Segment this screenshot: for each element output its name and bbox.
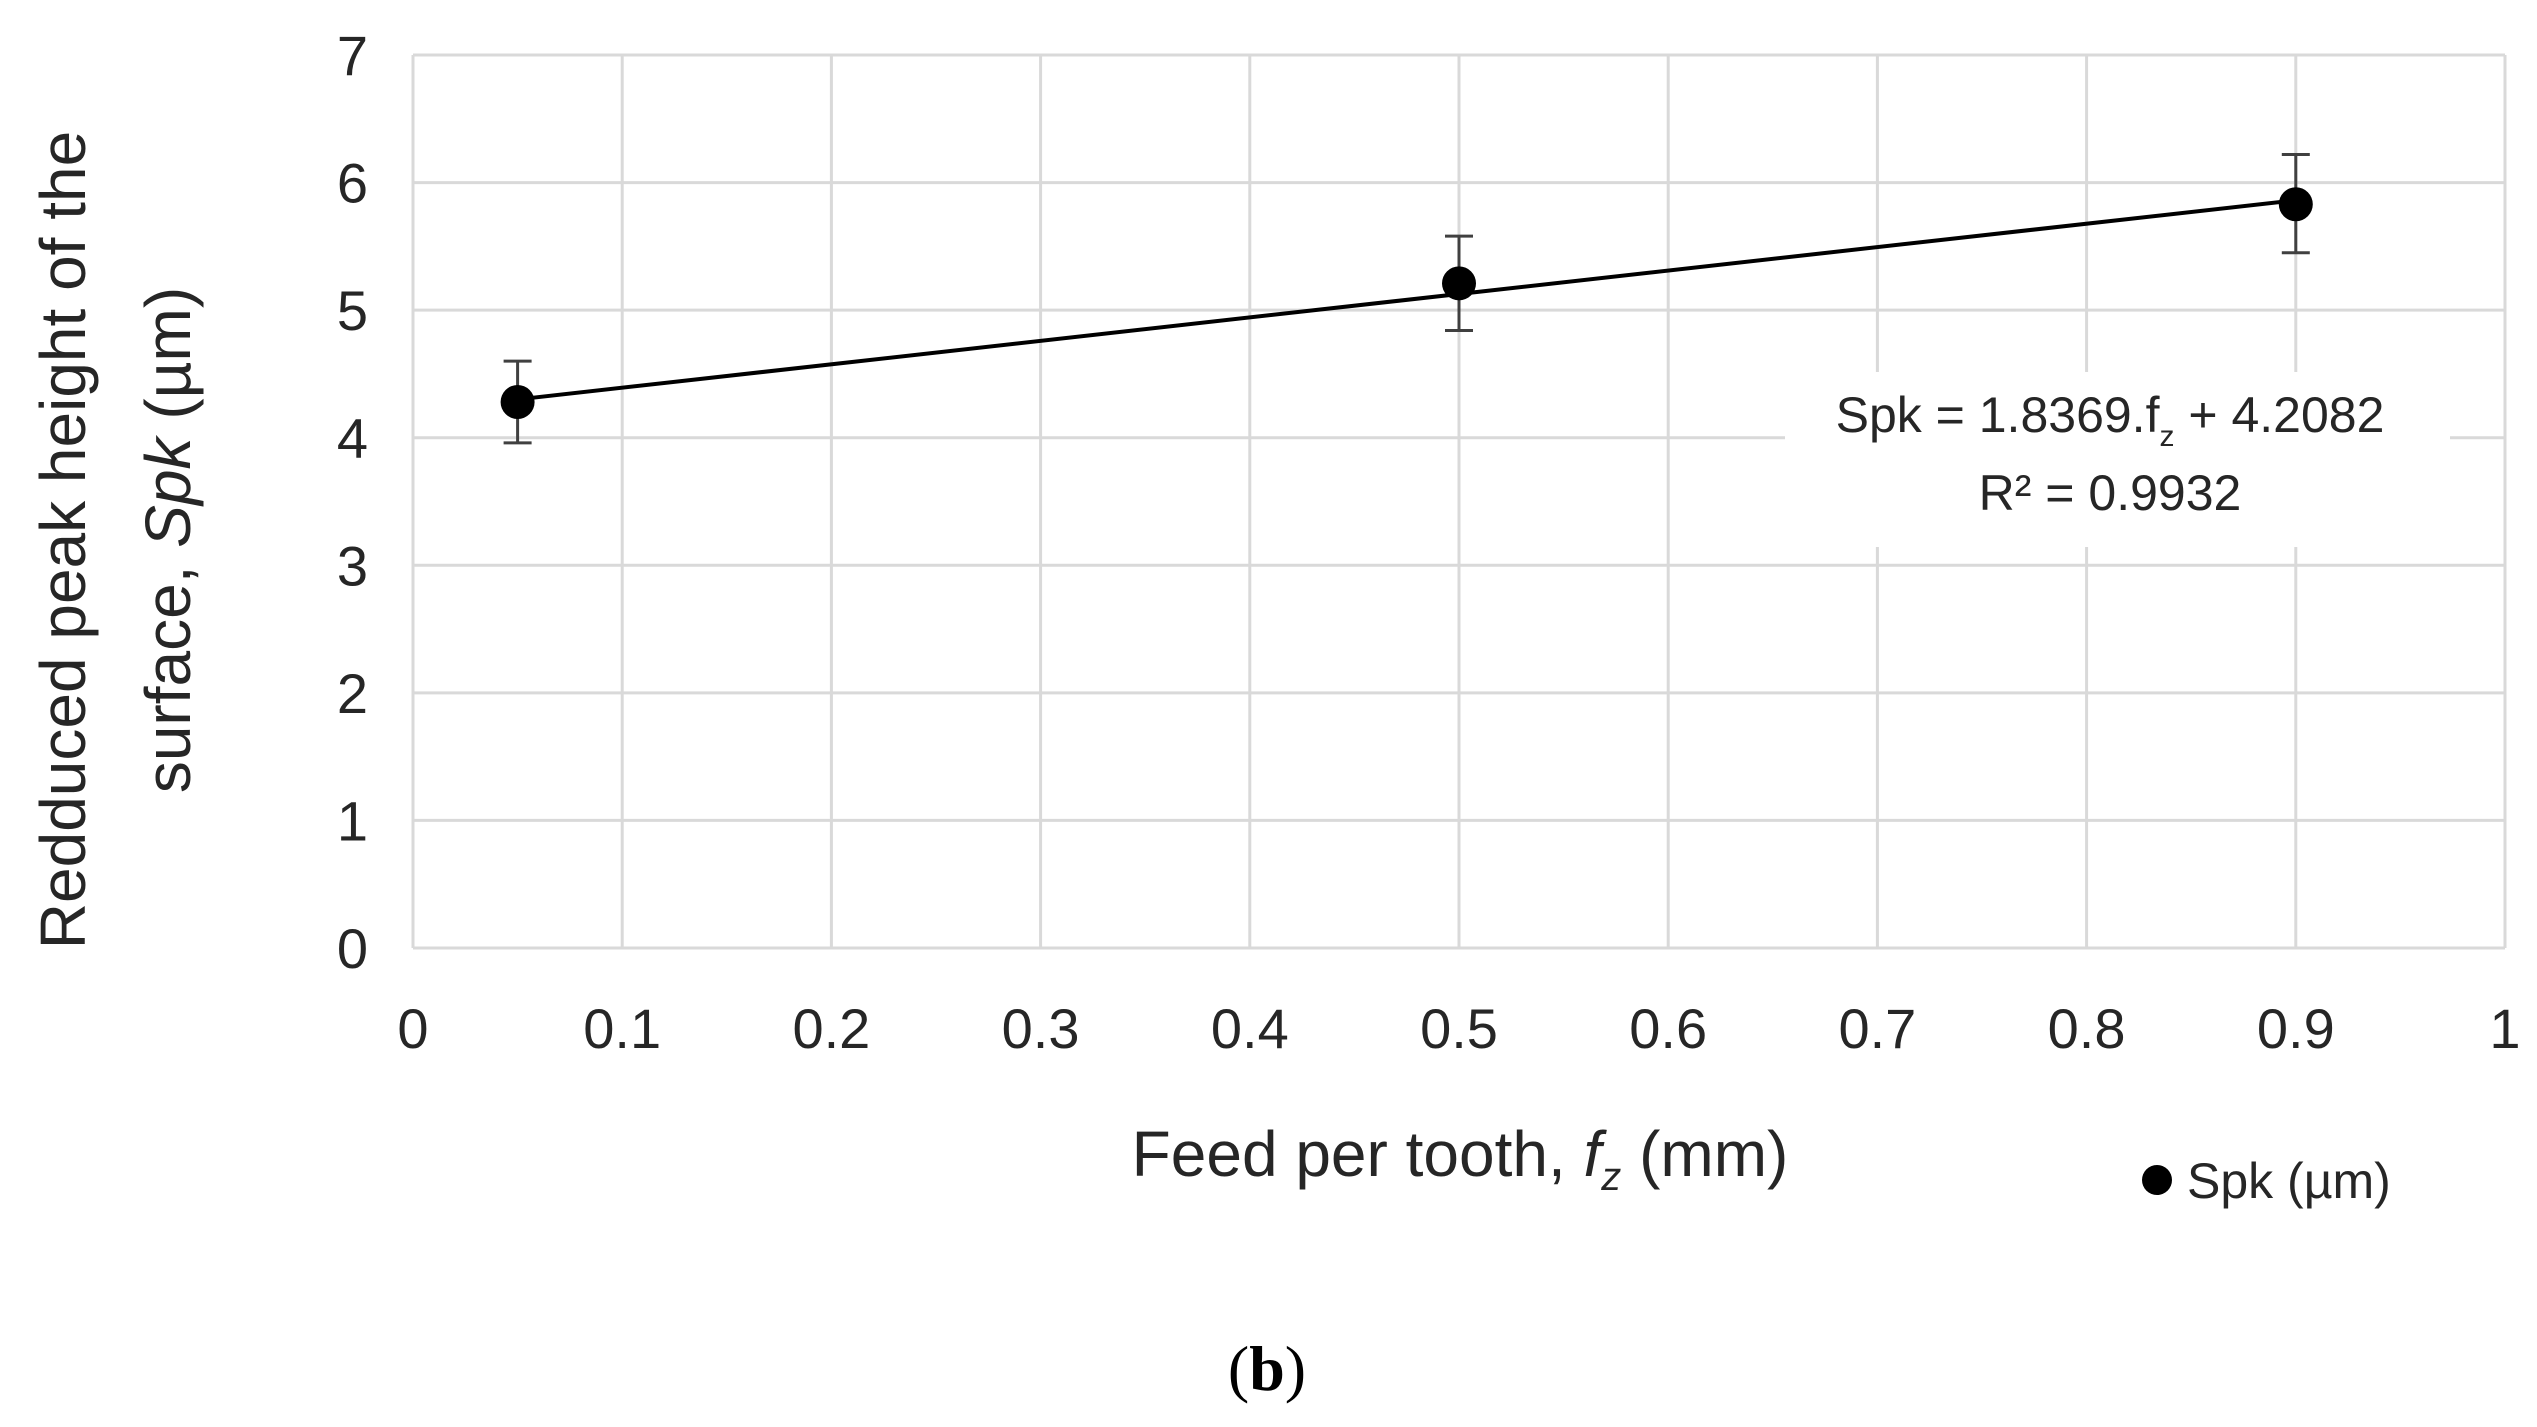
figure-caption: (b) (1228, 1333, 1306, 1404)
x-tick-label: 0.7 (1838, 997, 1916, 1060)
equation-background (1785, 372, 2450, 547)
data-point (2278, 187, 2313, 222)
legend-label: Spk (µm) (2187, 1153, 2391, 1209)
y-tick-label: 1 (337, 789, 368, 852)
y-tick-label: 4 (337, 407, 368, 470)
y-axis-tick-labels: 0 1 2 3 4 5 6 7 (337, 24, 368, 980)
y-tick-label: 0 (337, 917, 368, 980)
data-point (1442, 266, 1476, 301)
y-tick-label: 2 (337, 662, 368, 725)
x-tick-label: 0.4 (1211, 997, 1289, 1060)
trendline (517, 198, 2297, 402)
x-tick-label: 0.1 (583, 997, 661, 1060)
data-points (500, 187, 2313, 419)
legend-marker (2142, 1165, 2172, 1195)
y-axis-title-line-1: Redduced peak height of the (27, 131, 99, 949)
x-tick-label: 0.5 (1420, 997, 1498, 1060)
x-tick-label: 0.3 (1002, 997, 1080, 1060)
x-axis-title: Feed per tooth, fz (mm) (1132, 1118, 1789, 1199)
data-point (500, 384, 535, 419)
x-tick-label: 0.2 (792, 997, 870, 1060)
y-axis-title-line-2: surface, Spk (µm) (132, 287, 204, 793)
x-tick-label: 0 (397, 997, 428, 1060)
trendline-r-squared: R² = 0.9932 (1979, 465, 2242, 521)
x-tick-label: 0.8 (2048, 997, 2126, 1060)
y-tick-label: 5 (337, 279, 368, 342)
y-tick-label: 6 (337, 152, 368, 215)
x-tick-label: 0.6 (1629, 997, 1707, 1060)
trendline-group (517, 198, 2297, 402)
x-tick-label: 1 (2489, 997, 2520, 1060)
x-tick-label: 0.9 (2257, 997, 2335, 1060)
y-tick-label: 3 (337, 534, 368, 597)
x-axis-tick-labels: 0 0.1 0.2 0.3 0.4 0.5 0.6 0.7 0.8 0.9 1 (397, 997, 2520, 1060)
y-tick-label: 7 (337, 24, 368, 87)
trendline-equation: Spk = 1.8369.fz + 4.2082 (1836, 387, 2385, 453)
